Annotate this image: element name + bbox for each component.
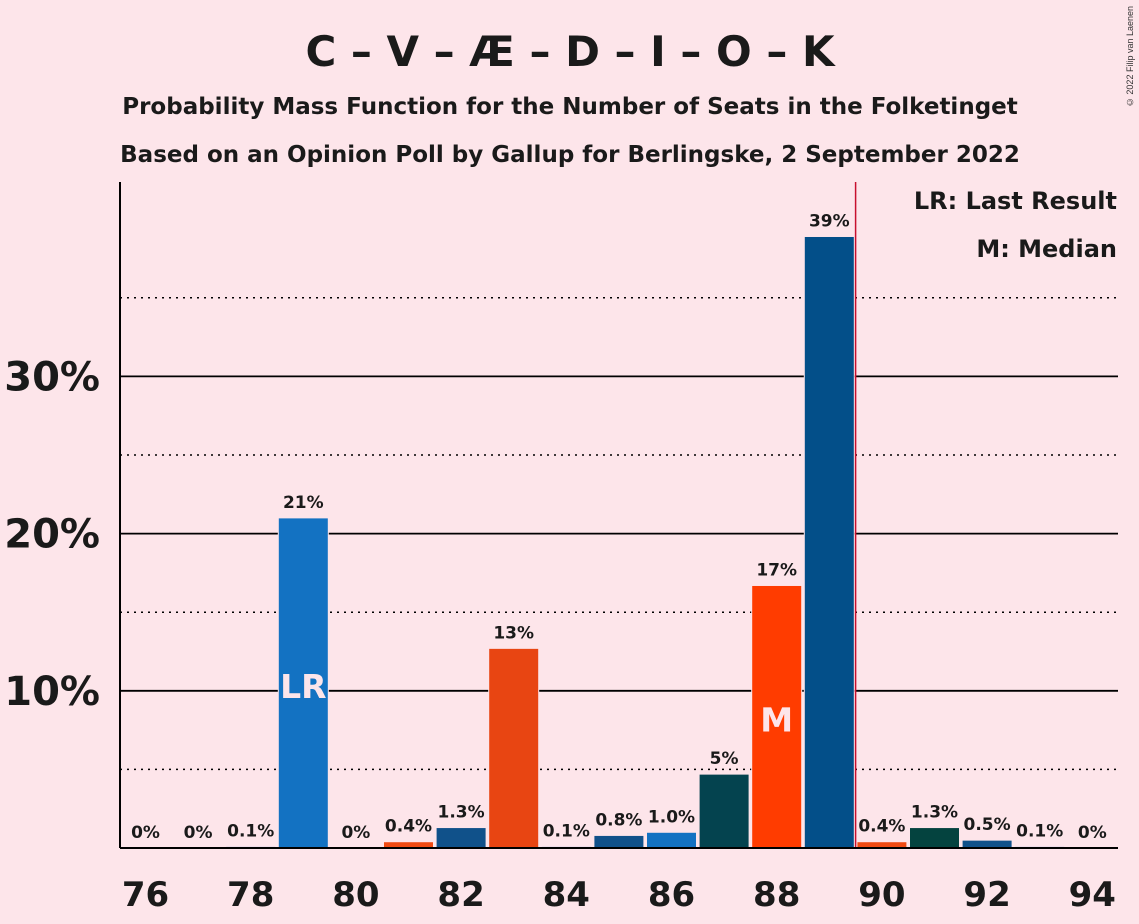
x-tick-label: 80	[332, 875, 379, 915]
bar-value-label: 0.4%	[858, 817, 905, 837]
chart-title: C – V – Æ – D – I – O – K	[305, 27, 836, 76]
bar	[698, 773, 750, 849]
bar-value-label: 1.0%	[648, 807, 695, 827]
x-tick-label: 94	[1069, 875, 1116, 915]
chart-subtitle-1: Probability Mass Function for the Number…	[122, 94, 1018, 120]
last-result-marker: LR	[280, 667, 326, 706]
x-tick-label: 76	[122, 875, 169, 915]
bar	[646, 831, 697, 849]
bar-value-label: 0.8%	[595, 810, 642, 830]
x-tick-label: 88	[753, 875, 800, 915]
grid-lines: 10% 20% 30%	[4, 297, 1118, 771]
chart-subtitle-2: Based on an Opinion Poll by Gallup for B…	[120, 142, 1020, 168]
bar	[803, 235, 855, 849]
x-tick-label: 78	[227, 875, 274, 915]
bar-value-label: 0%	[341, 823, 370, 843]
bar	[593, 834, 645, 849]
y-tick-label: 30%	[4, 354, 100, 400]
y-tick-label: 10%	[4, 669, 100, 715]
bar-value-label: 0.1%	[1016, 821, 1063, 841]
copyright-note: © 2022 Filip van Laenen	[1125, 6, 1135, 108]
bar-value-label: 0%	[131, 823, 160, 843]
legend-median: M: Median	[976, 235, 1117, 263]
bar-value-label: 13%	[493, 623, 534, 643]
bar-value-label: 0%	[184, 823, 213, 843]
legend-last-result: LR: Last Result	[914, 187, 1117, 215]
x-tick-label: 92	[963, 875, 1010, 915]
x-tick-label: 86	[648, 875, 695, 915]
bar-value-label: 0.1%	[227, 821, 274, 841]
y-tick-label: 20%	[4, 512, 100, 558]
x-tick-label: 82	[437, 875, 484, 915]
bar	[435, 827, 487, 849]
bar-value-label: 17%	[756, 560, 797, 580]
bar-value-label: 0%	[1078, 823, 1107, 843]
bar-value-label: 1.3%	[911, 803, 958, 823]
bar-value-label: 0.4%	[385, 817, 432, 837]
bar-value-label: 39%	[809, 211, 850, 231]
bar-value-label: 5%	[710, 749, 739, 769]
bar	[961, 839, 1013, 849]
x-tick-label: 84	[543, 875, 590, 915]
bar-value-label: 0.1%	[543, 821, 590, 841]
bar-labels: 0% 0% 0.1%21%LR0% 0.4%1.3%13%0.1%0.8% 1.0%5%…	[131, 211, 1107, 843]
bars	[225, 235, 1066, 849]
axes: 76 78 80 82 84 86 88 90 92 94	[119, 182, 1118, 915]
bar-value-label: 0.5%	[964, 815, 1011, 835]
x-tick-label: 90	[858, 875, 905, 915]
median-marker: M	[760, 701, 793, 740]
bar	[909, 827, 960, 849]
bar-value-label: 21%	[283, 493, 324, 513]
bar-value-label: 1.3%	[438, 803, 485, 823]
bar	[751, 584, 803, 849]
bar	[488, 647, 540, 849]
